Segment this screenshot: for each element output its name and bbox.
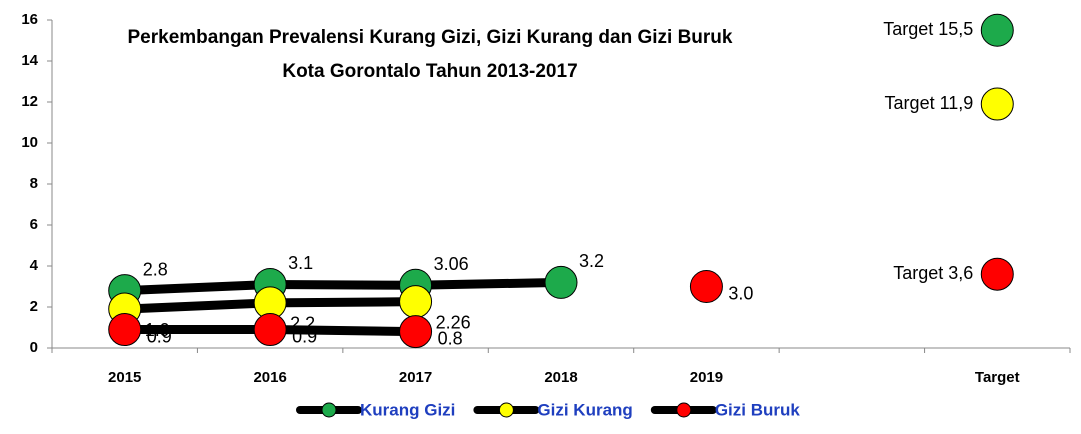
data-label: 2.26 <box>436 312 471 332</box>
legend-label: Kurang Gizi <box>360 400 455 419</box>
x-tick-label: 2016 <box>253 369 286 386</box>
data-label: 2.2 <box>290 314 315 334</box>
marker <box>108 313 142 347</box>
data-label: 2.8 <box>143 259 168 279</box>
y-tick-label: 4 <box>30 257 39 274</box>
y-tick-label: 14 <box>21 52 38 69</box>
y-tick-label: 10 <box>21 134 38 151</box>
data-label: 3.1 <box>288 253 313 273</box>
data-label: Target 11,9 <box>885 93 974 113</box>
marker <box>399 285 433 319</box>
legend-marker <box>321 402 337 418</box>
marker <box>980 87 1014 121</box>
data-label: 0.9 <box>147 326 172 346</box>
legend-label: Gizi Kurang <box>537 400 632 419</box>
data-label: 0.9 <box>292 326 317 346</box>
data-label: 3.2 <box>579 251 604 271</box>
y-tick-label: 6 <box>30 216 38 233</box>
marker <box>689 270 723 303</box>
y-tick-label: 8 <box>30 175 38 192</box>
y-tick-label: 16 <box>21 11 38 28</box>
legend-label: Gizi Buruk <box>715 400 801 419</box>
series-line <box>124 277 562 296</box>
data-label: 3.0 <box>728 283 753 303</box>
chart-subtitle: Kota Gorontalo Tahun 2013-2017 <box>282 61 577 82</box>
data-label: 0.8 <box>438 328 463 348</box>
marker <box>399 315 433 349</box>
x-tick-label: 2019 <box>690 369 723 386</box>
data-label: Target 3,6 <box>893 263 973 283</box>
marker <box>253 313 287 347</box>
y-tick-label: 0 <box>30 339 38 356</box>
legend-marker <box>498 402 514 418</box>
marker <box>980 257 1014 291</box>
x-tick-label: 2017 <box>399 369 432 386</box>
marker <box>544 265 578 299</box>
marker <box>980 13 1014 47</box>
legend-marker <box>676 402 692 418</box>
x-tick-label: 2018 <box>544 369 577 386</box>
y-tick-label: 2 <box>30 298 38 315</box>
y-tick-label: 12 <box>21 93 38 110</box>
data-label: 3.06 <box>434 254 469 274</box>
data-label: 1.9 <box>145 320 170 340</box>
chart-title: Perkembangan Prevalensi Kurang Gizi, Giz… <box>128 27 733 48</box>
x-tick-label: 2015 <box>108 369 141 386</box>
x-tick-label: Target <box>975 369 1020 386</box>
data-label: Target 15,5 <box>883 19 973 39</box>
